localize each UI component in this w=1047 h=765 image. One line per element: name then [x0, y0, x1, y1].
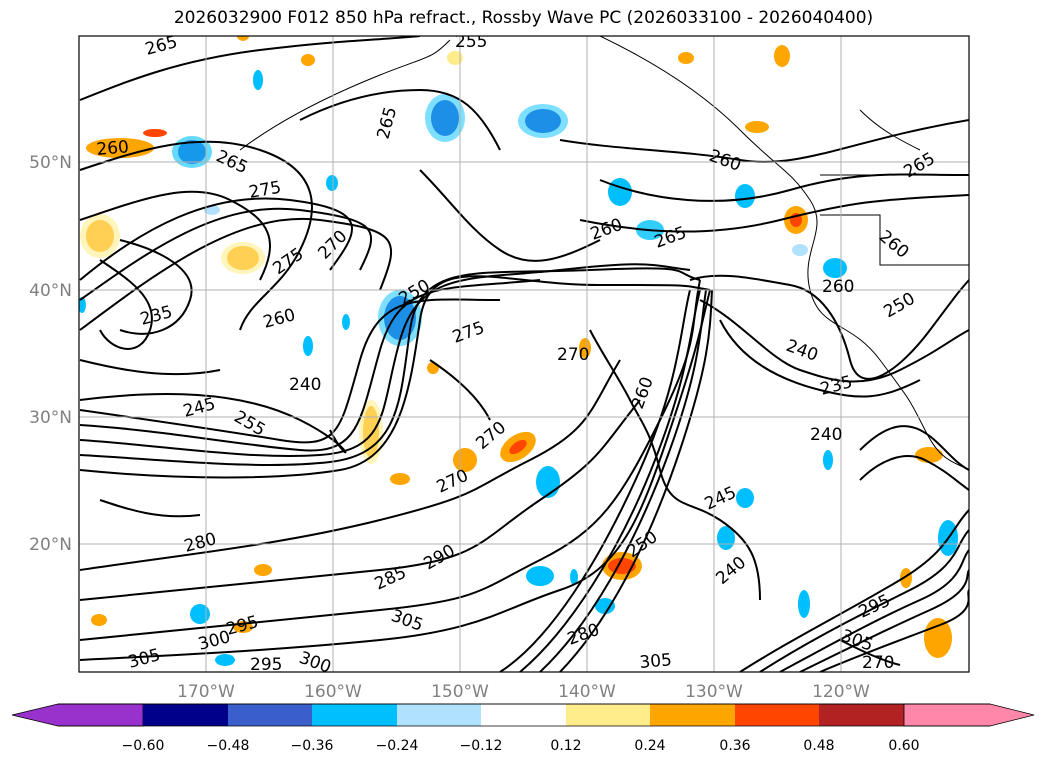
- shade-positive-patch: [221, 242, 265, 274]
- contour-label: 255: [455, 32, 487, 52]
- colorbar-ticks: −0.60 −0.48 −0.36 −0.24 −0.12 0.12 0.24 …: [122, 738, 920, 754]
- longitude-axis: 170°W 160°W 150°W 140°W 130°W 120°W: [177, 682, 870, 702]
- shade-negative-patch: [792, 244, 808, 256]
- shade-negative-patch: [79, 297, 86, 313]
- shade-positive-patch: [237, 36, 249, 41]
- contour-labels: 265 255 265 260 265 275 260 270 275 265 …: [96, 32, 939, 675]
- shade-negative-patch: [798, 590, 810, 618]
- anomaly-shading: [79, 36, 958, 666]
- shade-positive-patch: [745, 121, 769, 133]
- colorbar: −0.60 −0.48 −0.36 −0.24 −0.12 0.12 0.24 …: [11, 703, 1035, 754]
- contour-label: 240: [289, 375, 321, 395]
- shade-negative-patch: [536, 466, 560, 498]
- shade-negative-patch: [595, 598, 615, 614]
- refractivity-contours: [79, 36, 969, 672]
- lon-label-150w: 150°W: [431, 682, 489, 702]
- colorbar-segment: [735, 704, 819, 726]
- colorbar-tick-label: 0.60: [888, 738, 919, 754]
- shade-positive-patch: [509, 439, 527, 455]
- colorbar-tick-label: −0.24: [376, 738, 419, 754]
- shade-positive-patch: [91, 614, 107, 626]
- colorbar-segment: [143, 704, 228, 726]
- contour-label: 295: [250, 655, 282, 675]
- shade-negative-patch: [518, 104, 568, 138]
- colorbar-tick-label: 0.36: [719, 738, 750, 754]
- shade-positive-patch: [774, 45, 790, 67]
- plot-frame: [78, 35, 970, 673]
- map-title: 2026032900 F012 850 hPa refract., Rossby…: [173, 8, 874, 28]
- shade-positive-patch: [453, 448, 477, 472]
- shade-negative-patch: [378, 290, 422, 346]
- shade-positive-patch: [447, 51, 463, 65]
- lon-label-160w: 160°W: [304, 682, 362, 702]
- shade-negative-patch: [608, 178, 632, 206]
- coastline: [239, 36, 969, 471]
- lat-label-40n: 40°N: [29, 281, 72, 301]
- shade-positive-patch: [924, 618, 952, 658]
- shade-positive-patch: [143, 129, 167, 137]
- lon-label-170w: 170°W: [177, 682, 235, 702]
- contour-label: 240: [810, 425, 842, 445]
- contour-label: 270: [557, 345, 589, 365]
- colorbar-extend-left: [11, 703, 144, 727]
- shade-negative-patch: [823, 258, 847, 278]
- shade-positive-patch: [579, 338, 591, 358]
- colorbar-segment: [312, 704, 397, 726]
- contour-label: 260: [822, 277, 854, 297]
- shade-negative-patch: [736, 488, 754, 508]
- colorbar-segment: [650, 704, 735, 726]
- graticule: [79, 36, 969, 672]
- colorbar-tick-label: 0.12: [550, 738, 581, 754]
- shade-negative-patch: [823, 450, 833, 470]
- colorbar-tick-label: −0.36: [291, 738, 334, 754]
- shade-negative-patch: [215, 654, 235, 666]
- shade-positive-patch: [678, 52, 694, 64]
- shade-negative-patch: [190, 604, 210, 624]
- lat-label-30n: 30°N: [29, 408, 72, 428]
- shade-negative-patch: [253, 70, 263, 90]
- shade-positive-patch: [915, 447, 943, 463]
- shade-negative-patch: [570, 569, 578, 585]
- shade-negative-patch: [303, 336, 313, 356]
- colorbar-tick-label: 0.24: [634, 738, 665, 754]
- colorbar-segment: [228, 704, 312, 726]
- colorbar-segment: [481, 704, 566, 726]
- shade-negative-patch: [326, 175, 338, 191]
- contour-label: 260: [96, 137, 130, 160]
- lon-label-120w: 120°W: [812, 682, 870, 702]
- latitude-axis: 50°N 40°N 30°N 20°N: [29, 153, 72, 555]
- shade-negative-patch: [526, 566, 554, 586]
- colorbar-tick-label: −0.60: [122, 738, 165, 754]
- colorbar-tick-label: −0.48: [207, 738, 250, 754]
- shade-positive-patch: [900, 568, 912, 588]
- shade-negative-patch: [425, 94, 465, 142]
- lon-label-130w: 130°W: [685, 682, 743, 702]
- shade-positive-patch: [359, 400, 383, 464]
- colorbar-segment: [397, 704, 481, 726]
- contour-label: 265: [143, 32, 180, 60]
- shade-positive-patch: [254, 564, 272, 576]
- contour-label: 270: [862, 653, 894, 673]
- colorbar-segment: [819, 704, 904, 726]
- shade-positive-patch: [301, 54, 315, 66]
- shade-negative-patch: [735, 184, 755, 208]
- shade-positive-patch: [80, 214, 120, 258]
- colorbar-segment: [566, 704, 650, 726]
- lon-label-140w: 140°W: [558, 682, 616, 702]
- shade-negative-patch: [342, 314, 350, 330]
- colorbar-extend-right: [903, 703, 1035, 727]
- shade-positive-patch: [390, 473, 410, 485]
- colorbar-tick-label: −0.12: [460, 738, 503, 754]
- colorbar-tick-label: 0.48: [803, 738, 834, 754]
- lat-label-50n: 50°N: [29, 153, 72, 173]
- lat-label-20n: 20°N: [29, 535, 72, 555]
- contour-label: 305: [639, 650, 673, 673]
